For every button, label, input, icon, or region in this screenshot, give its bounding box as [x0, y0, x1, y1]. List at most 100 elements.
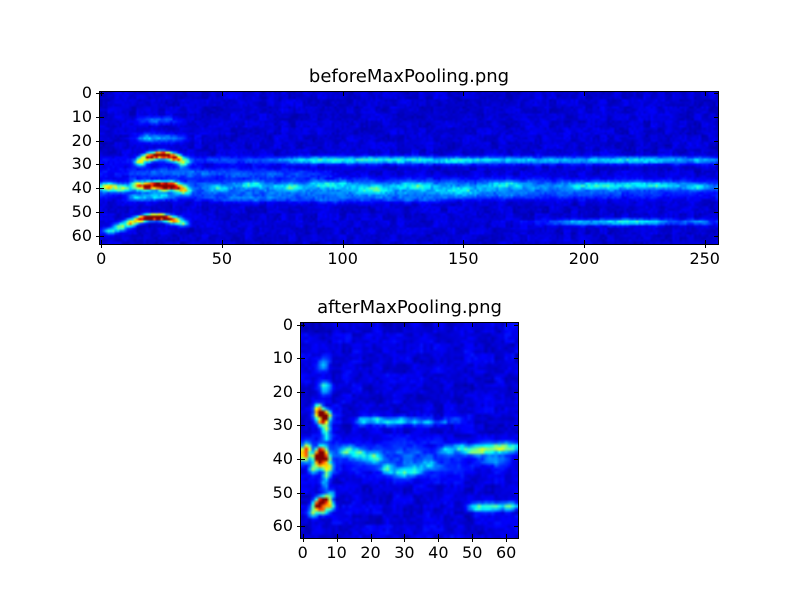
x-tick-label: 30 [394, 543, 415, 562]
y-tick-mark [714, 140, 718, 142]
x-tick-mark [221, 240, 223, 244]
y-tick-mark [96, 211, 99, 213]
y-tick-mark [714, 188, 718, 190]
x-tick-mark [438, 323, 440, 327]
y-tick-mark [100, 188, 104, 190]
y-tick-mark [714, 164, 718, 166]
x-tick-mark [584, 240, 586, 244]
x-tick-mark [704, 245, 706, 248]
y-tick-mark [297, 391, 300, 393]
x-tick-label: 250 [689, 249, 720, 268]
y-tick-mark [514, 391, 518, 393]
x-tick-mark [221, 245, 223, 248]
x-tick-label: 150 [448, 249, 479, 268]
x-tick-label: 20 [360, 543, 381, 562]
y-tick-mark [297, 358, 300, 360]
x-tick-mark [704, 92, 706, 96]
y-tick-mark [297, 324, 300, 326]
y-tick-mark [301, 459, 305, 461]
after-heatmap-image [301, 323, 518, 538]
y-tick-label: 10 [272, 348, 293, 368]
x-tick-mark [506, 534, 508, 538]
before-heatmap-image [100, 92, 718, 244]
x-tick-mark [370, 534, 372, 538]
x-tick-mark [472, 539, 474, 542]
x-tick-mark [584, 245, 586, 248]
y-tick-label: 40 [272, 449, 293, 469]
y-tick-mark [96, 93, 99, 95]
y-tick-label: 0 [81, 83, 92, 103]
x-tick-mark [370, 323, 372, 327]
y-tick-mark [96, 188, 99, 190]
x-tick-label: 60 [495, 543, 517, 562]
x-tick-mark [463, 245, 465, 248]
y-tick-mark [100, 116, 104, 118]
x-tick-label: 50 [462, 543, 483, 562]
y-tick-mark [301, 324, 305, 326]
y-tick-mark [514, 526, 518, 528]
y-tick-mark [514, 425, 518, 427]
y-tick-mark [714, 235, 718, 237]
after-maxpooling-plot: afterMaxPooling.png 0 10 20 30 40 50 60 0 10 20 30… [273, 297, 519, 561]
y-tick-mark [297, 526, 300, 528]
before-plot-title: beforeMaxPooling.png [308, 66, 510, 87]
before-maxpooling-plot: beforeMaxPooling.png 0 50 100 150 200 250 0 10 2… [72, 66, 720, 267]
y-tick-mark [301, 391, 305, 393]
x-tick-mark [506, 323, 508, 327]
x-tick-label: 0 [96, 249, 107, 268]
y-tick-mark [100, 211, 104, 213]
x-tick-mark [336, 534, 338, 538]
x-tick-mark [472, 323, 474, 327]
x-tick-mark [342, 245, 344, 248]
x-tick-label: 200 [568, 249, 600, 268]
y-tick-label: 10 [71, 106, 92, 126]
y-tick-mark [714, 211, 718, 213]
y-tick-mark [514, 358, 518, 360]
y-tick-label: 30 [71, 154, 92, 174]
y-tick-label: 50 [272, 482, 293, 502]
y-tick-mark [100, 140, 104, 142]
y-tick-mark [301, 492, 305, 494]
y-tick-mark [301, 358, 305, 360]
y-tick-mark [714, 93, 718, 95]
y-tick-label: 40 [71, 178, 92, 198]
after-plot-title: afterMaxPooling.png [317, 297, 502, 318]
x-tick-mark [463, 240, 465, 244]
y-tick-mark [301, 425, 305, 427]
y-tick-mark [100, 235, 104, 237]
y-tick-label: 30 [272, 415, 293, 435]
y-tick-mark [100, 164, 104, 166]
y-tick-mark [301, 526, 305, 528]
x-tick-label: 50 [211, 249, 233, 268]
y-tick-mark [96, 140, 99, 142]
y-tick-label: 60 [71, 225, 92, 245]
y-tick-label: 20 [272, 381, 293, 401]
y-tick-mark [96, 235, 99, 237]
x-tick-mark [404, 539, 406, 542]
x-tick-mark [506, 539, 508, 542]
y-tick-mark [514, 459, 518, 461]
x-tick-label: 100 [327, 249, 358, 268]
y-tick-mark [96, 116, 99, 118]
x-tick-mark [342, 240, 344, 244]
y-tick-mark [297, 425, 300, 427]
x-tick-mark [438, 534, 440, 538]
x-tick-mark [438, 539, 440, 542]
y-tick-mark [297, 492, 300, 494]
x-tick-mark [370, 539, 372, 542]
x-tick-label: 40 [428, 543, 449, 562]
y-tick-mark [514, 324, 518, 326]
y-tick-label: 60 [272, 516, 293, 536]
x-tick-mark [336, 323, 338, 327]
x-tick-mark [342, 92, 344, 96]
x-tick-mark [404, 534, 406, 538]
y-tick-label: 20 [71, 130, 92, 150]
y-tick-mark [514, 492, 518, 494]
x-tick-mark [221, 92, 223, 96]
y-tick-mark [96, 164, 99, 166]
y-tick-mark [100, 93, 104, 95]
x-tick-label: 10 [326, 543, 347, 562]
x-tick-mark [584, 92, 586, 96]
y-tick-mark [297, 459, 300, 461]
x-tick-mark [404, 323, 406, 327]
